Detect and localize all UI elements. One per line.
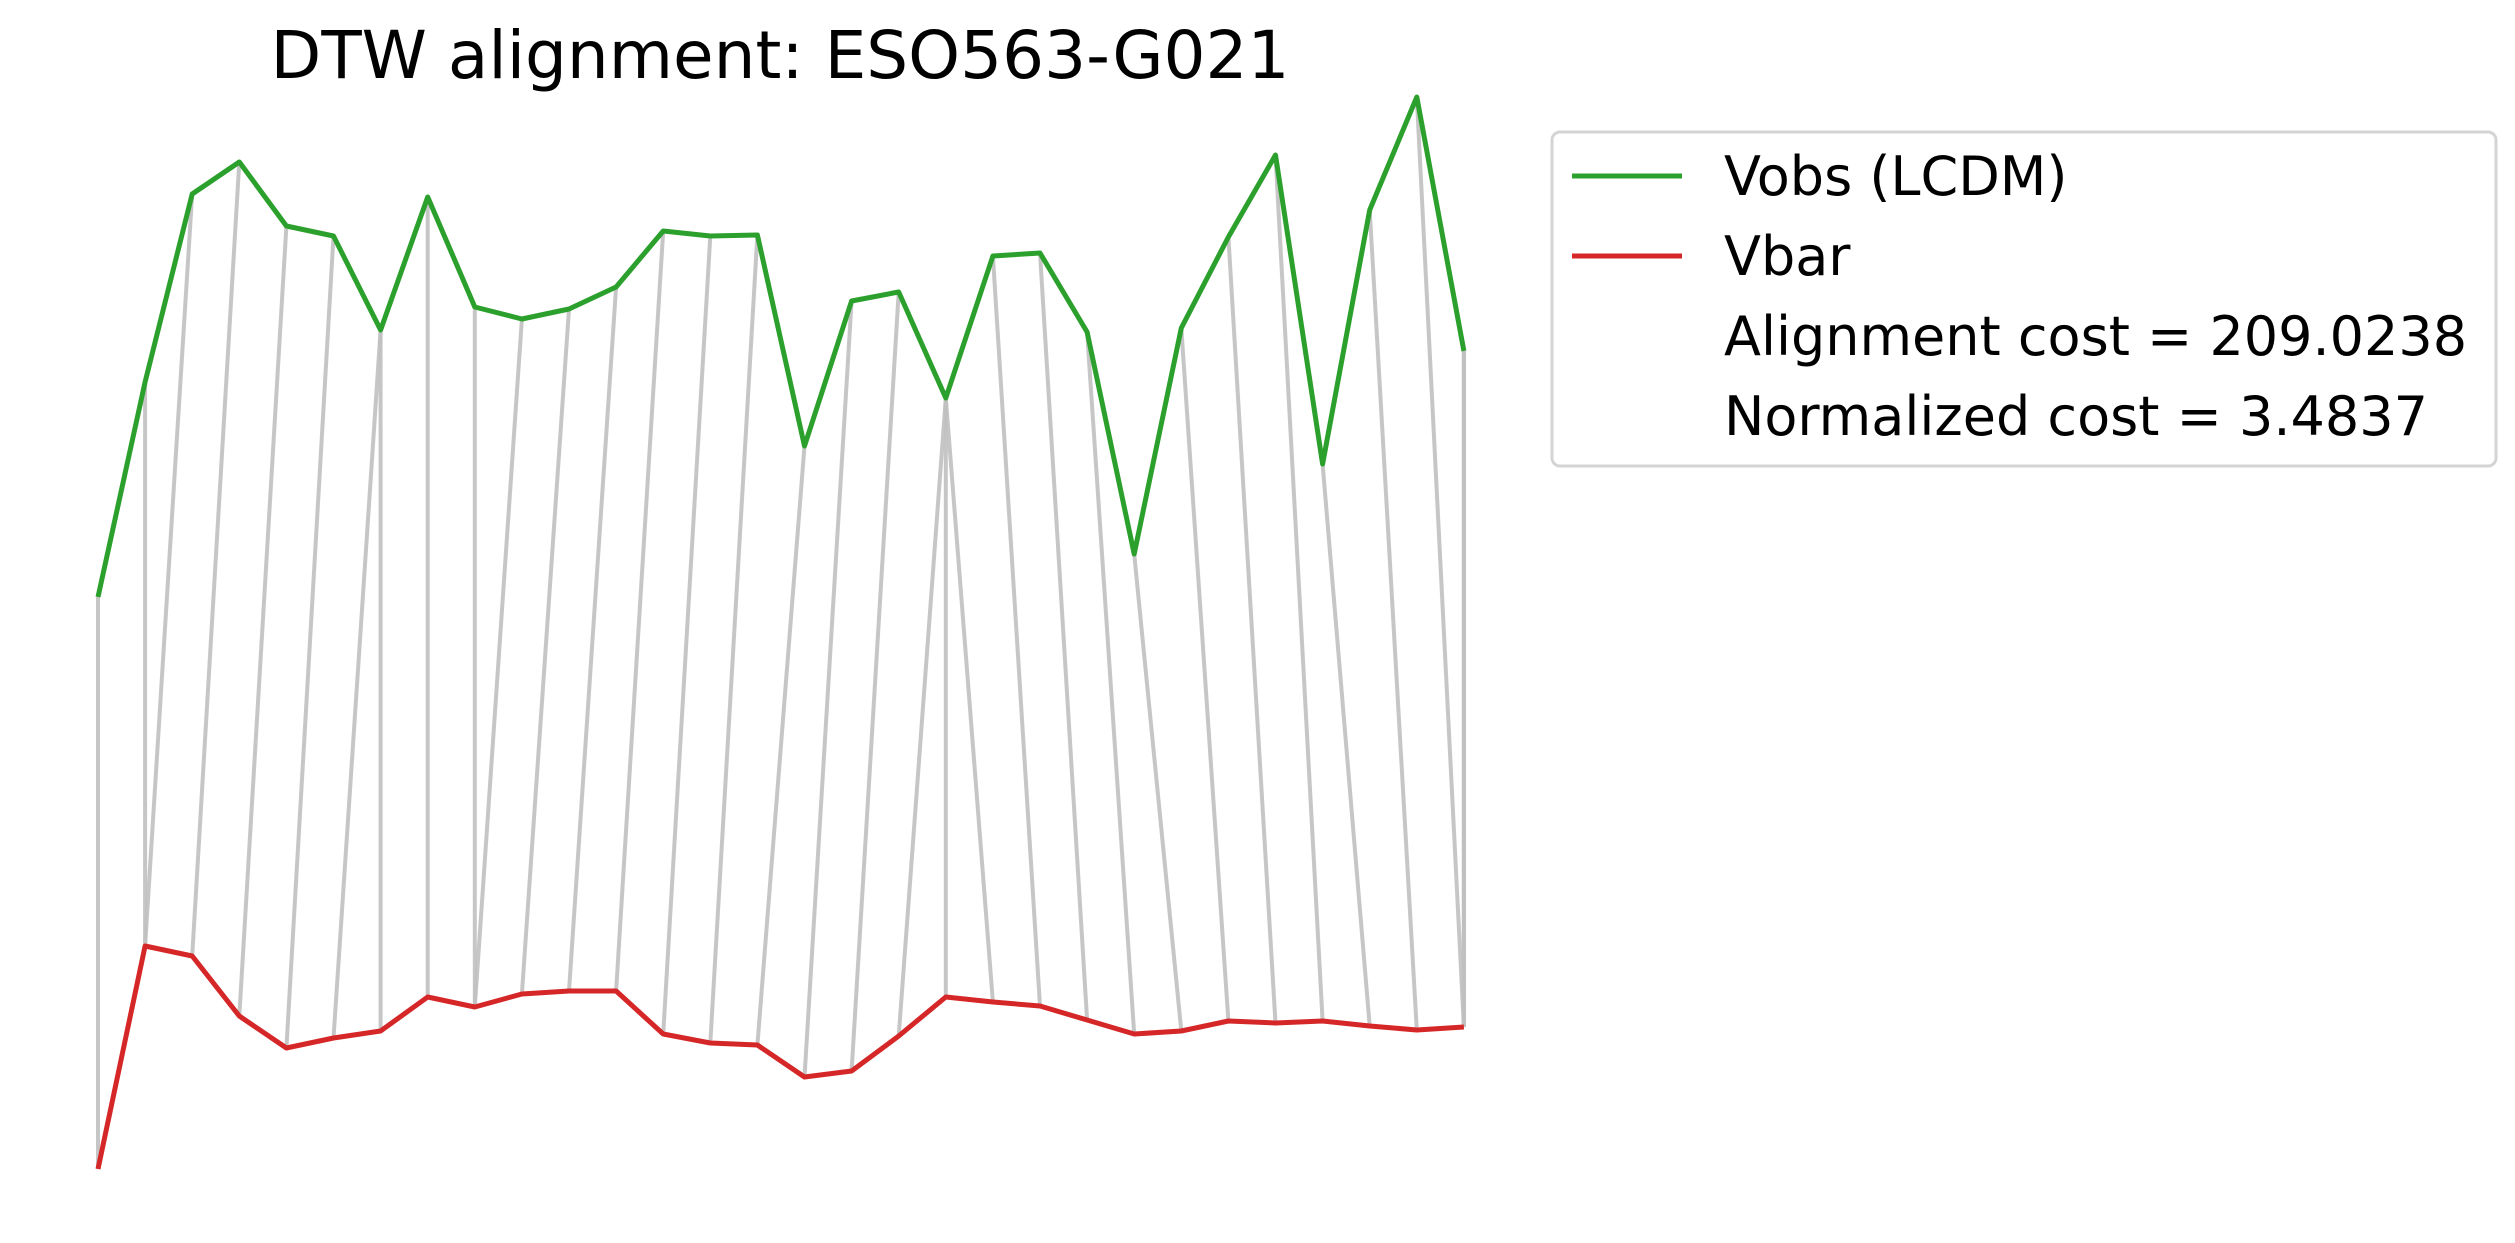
alignment-line [755, 445, 807, 1046]
alignment-line [1320, 463, 1372, 1027]
alignment-line [1414, 96, 1466, 1028]
alignment-line [1367, 209, 1419, 1031]
legend-vbar-label: Vbar [1724, 225, 1851, 288]
legend-vobs-label: Vobs (LCDM) [1724, 145, 2067, 208]
alignment-line [1226, 236, 1278, 1024]
alignment-line [237, 225, 289, 1017]
legend: Vobs (LCDM) Vbar Alignment cost = 209.02… [1550, 130, 2498, 468]
alignment-line [1179, 327, 1231, 1022]
alignment-line [990, 255, 1042, 1007]
chart-title: DTW alignment: ESO563-G021 [271, 17, 1290, 94]
legend-box [1550, 130, 2498, 468]
alignment-line [143, 193, 195, 947]
legend-normalized-cost: Normalized cost = 3.4837 [1724, 385, 2428, 448]
alignment-line [472, 318, 524, 1008]
alignment-line [1132, 553, 1184, 1032]
alignment-line [614, 230, 666, 992]
alignment-lines [96, 96, 1466, 1169]
alignment-line [190, 161, 242, 957]
alignment-line [519, 308, 571, 995]
alignment-line [1038, 252, 1090, 1021]
vobs-series-line [95, 94, 1467, 598]
alignment-line [331, 329, 383, 1039]
alignment-line [802, 300, 854, 1078]
alignment-line [943, 397, 995, 1003]
alignment-line [567, 286, 619, 992]
legend-alignment-cost: Alignment cost = 209.0238 [1724, 305, 2467, 368]
alignment-line [1085, 331, 1137, 1035]
alignment-line [1273, 154, 1325, 1022]
alignment-line [708, 234, 760, 1044]
alignment-line [661, 235, 713, 1035]
alignment-line [284, 235, 336, 1049]
alignment-line [896, 397, 948, 1037]
alignment-line [849, 291, 901, 1072]
series-lines [95, 94, 1467, 1170]
vbar-series-line [95, 943, 1465, 1170]
